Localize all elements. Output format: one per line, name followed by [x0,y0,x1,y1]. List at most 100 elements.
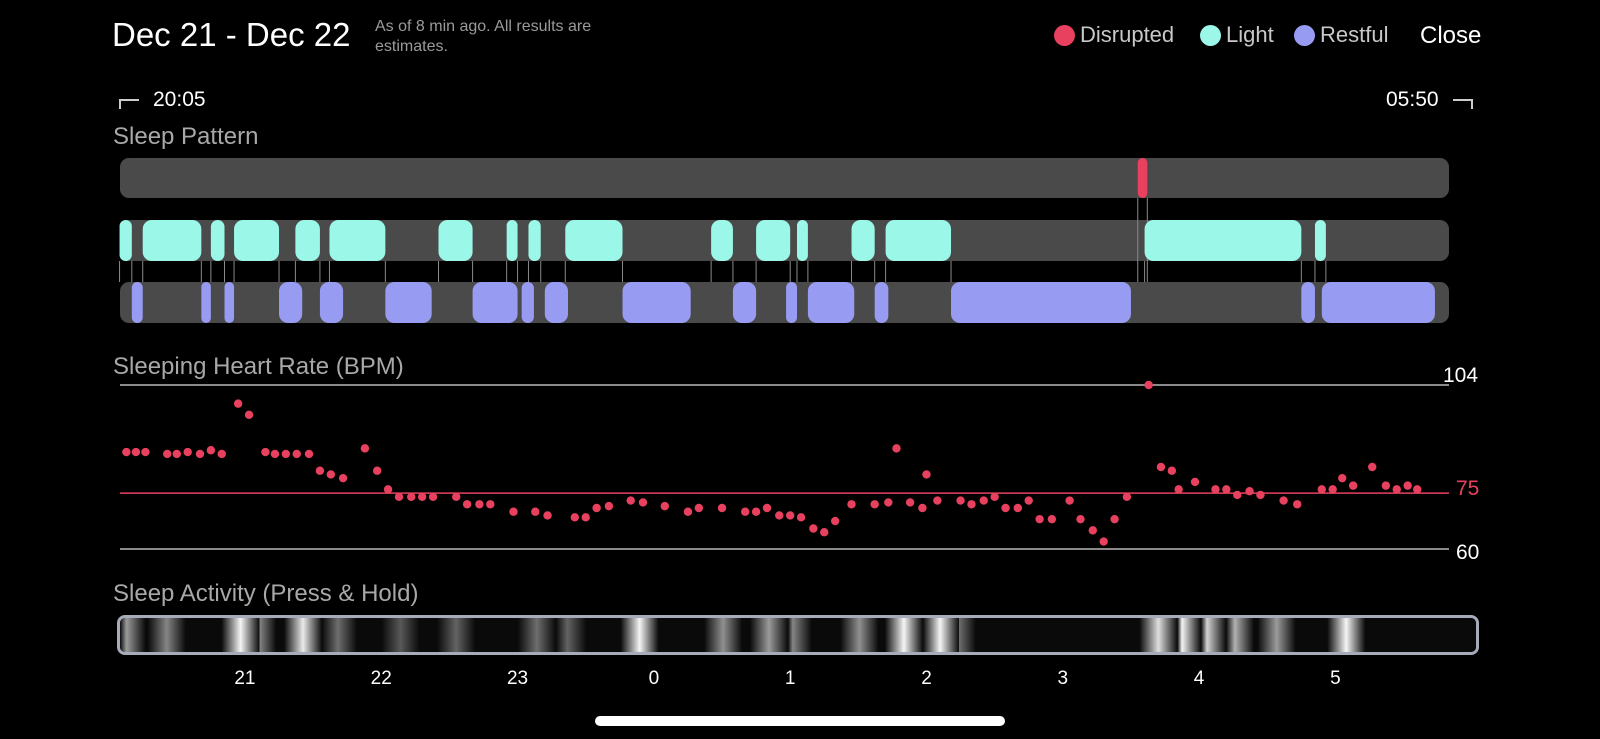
hr-point [785,511,795,520]
hr-point [1245,487,1254,496]
hr-point [1211,485,1220,494]
legend-label: Disrupted [1080,22,1175,47]
hr-point [762,503,772,513]
hr-point [304,449,314,459]
hr-point [1047,514,1057,524]
hr-point [1381,481,1391,490]
hr-point [809,524,818,533]
hr-max-label: 104 [1443,364,1479,387]
hr-point [372,466,382,475]
x-tick-label: 21 [234,668,256,689]
pattern-segment-restful [279,282,303,323]
hr-point [581,513,590,522]
hr-point [592,503,601,513]
pattern-segment-restful [201,282,211,323]
pattern-segment-restful [472,282,518,323]
pattern-segment-light [329,220,386,261]
hr-point [694,503,704,513]
disrupted-dot-icon [1054,24,1075,46]
hr-point [183,447,192,457]
hr-point [1328,485,1337,494]
hr-point [122,447,131,457]
hr-point [1144,380,1153,390]
pattern-connectors [119,198,1327,282]
hr-point [751,507,761,516]
hr-point [1279,496,1288,505]
range-end: 05:50 [1386,88,1473,112]
hr-point [531,507,540,516]
legend-label: Light [1226,22,1274,47]
pattern-segment-light [756,220,791,261]
x-tick-label: 0 [648,668,660,689]
pattern-segment-restful [319,282,344,323]
hr-point [172,449,181,459]
x-tick-label: 5 [1330,668,1341,689]
x-tick-label: 2 [921,668,932,689]
hr-point [1368,462,1377,472]
hr-point [509,507,518,516]
hr-point [626,496,635,505]
hr-point [1174,485,1183,494]
hr-point [830,516,840,526]
sleep-activity-bar[interactable] [117,615,1479,655]
pattern-segment-disrupted [1137,158,1148,198]
legend-light: Light [1200,22,1274,48]
sleep-pattern-title: Sleep Pattern [113,123,259,150]
hr-point [292,449,301,459]
hr-point [1110,514,1119,524]
pattern-track-disrupted [120,158,1449,198]
hr-point [638,498,648,507]
hr-point [233,399,243,408]
pattern-segment-light [796,220,808,261]
pattern-segment-light [506,220,518,261]
hr-point [1190,477,1200,487]
hr-point [1076,514,1085,524]
pattern-segment-restful [521,282,534,323]
hr-point [956,496,965,505]
pattern-segment-restful [1301,282,1315,323]
hr-point [394,492,404,502]
hr-point [338,473,348,483]
sleep-activity-heatmap [120,618,1476,652]
hr-point [383,485,393,494]
pattern-segment-light [1144,220,1302,261]
x-tick-label: 3 [1057,668,1069,689]
hr-point [281,449,291,459]
hr-point [740,507,750,516]
hr-point [604,501,614,511]
hr-point [261,447,270,457]
pattern-segment-light [119,220,132,261]
range-start-label: 20:05 [153,88,206,111]
hr-point [407,492,416,502]
hr-point [717,503,727,513]
pattern-segment-light [438,220,473,261]
pattern-segment-light [142,220,202,261]
pattern-segment-restful [732,282,757,323]
hr-point [1412,485,1422,494]
pattern-segment-restful [131,282,143,323]
hr-point [1256,490,1265,500]
hr-point [1167,466,1177,475]
pattern-segment-light [528,220,541,261]
hr-point [1233,490,1242,500]
close-button[interactable]: Close [1420,22,1482,49]
pattern-segment-restful [1321,282,1435,323]
hr-point [195,449,205,459]
hr-point [967,500,976,509]
x-tick-label: 4 [1193,668,1205,689]
hr-point [428,492,438,502]
hr-point [884,498,893,507]
hr-point [326,470,336,479]
range-start: 20:05 [119,88,206,112]
legend-disrupted: Disrupted [1054,22,1174,48]
x-tick-label: 1 [784,668,796,689]
range-end-label: 05:50 [1386,88,1439,111]
pattern-segment-restful [622,282,691,323]
hr-point [1001,503,1010,513]
range-start-bracket-icon [119,99,139,109]
hr-point [1222,485,1231,494]
hr-point [892,444,901,453]
home-indicator[interactable] [595,716,1005,726]
